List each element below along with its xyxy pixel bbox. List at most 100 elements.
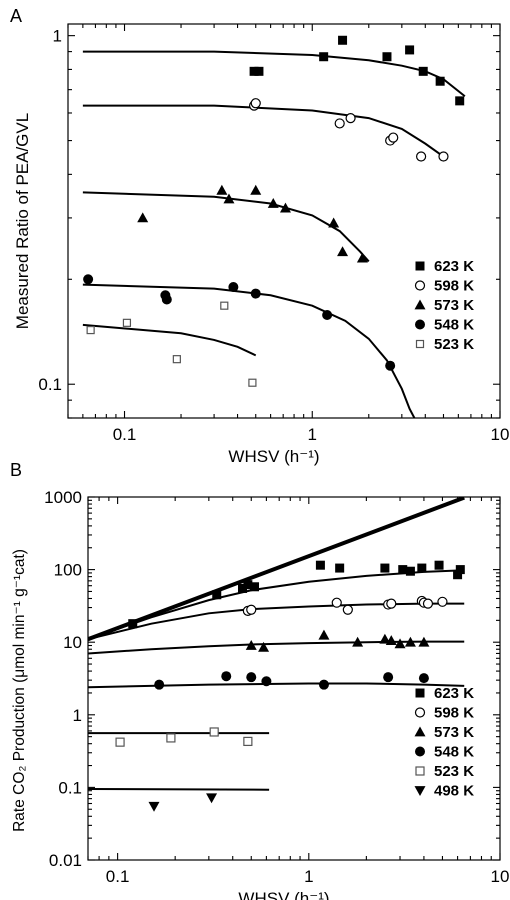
chart-b: 0.1 1 10 0.01 0.1 1 10 100 1000 WHSV (h⁻¹) Rate CO… — [11, 488, 509, 900]
x-axis-title: WHSV (h⁻¹) — [228, 447, 319, 466]
y-tick-label: 10 — [63, 633, 82, 652]
data-point-598k — [331, 597, 342, 608]
data-point-623k — [238, 583, 248, 593]
data-point-623k — [254, 66, 264, 76]
data-point-598k — [246, 604, 257, 615]
data-point-573k — [318, 629, 330, 640]
x-tick-label: 1 — [304, 867, 313, 886]
x-tick-label: 10 — [491, 425, 510, 444]
legend-marker — [415, 261, 425, 271]
data-point-623k — [319, 52, 329, 62]
data-point-523k — [115, 737, 125, 747]
data-point-523k — [86, 325, 95, 335]
plot-frame — [87, 496, 501, 861]
data-point-523k — [243, 736, 253, 747]
plot-area — [88, 497, 465, 812]
fit-curve-548k — [88, 682, 465, 689]
legend-label: 548 K — [434, 744, 474, 761]
fit-curve-548k — [82, 283, 416, 418]
legend-marker — [415, 688, 425, 698]
data-point-573k — [245, 640, 257, 650]
data-point-573k — [137, 212, 149, 223]
data-point-548k — [228, 282, 239, 293]
data-point-573k — [337, 246, 349, 257]
legend-label: 523 K — [434, 336, 474, 353]
data-point-573k — [385, 635, 397, 646]
data-point-573k — [267, 197, 279, 208]
y-tick-label: 100 — [54, 561, 82, 580]
data-point-548k — [246, 672, 257, 683]
data-point-623k — [398, 565, 408, 575]
data-point-548k — [322, 309, 333, 320]
data-point-623k — [243, 580, 253, 590]
data-point-598k — [342, 604, 353, 615]
data-point-523k — [248, 378, 257, 387]
data-point-598k — [416, 151, 427, 162]
data-point-623k — [382, 52, 392, 62]
legend-marker — [415, 766, 425, 776]
data-point-623k — [453, 570, 463, 580]
y-tick-label: 1 — [53, 27, 62, 46]
fit-curve-598k — [82, 104, 445, 158]
fit-curve-623k — [82, 50, 466, 98]
data-point-548k — [161, 294, 172, 305]
data-point-573k — [216, 184, 228, 195]
x-tick-label: 10 — [491, 867, 510, 886]
data-point-523k — [166, 733, 176, 743]
data-point-623k — [417, 563, 427, 573]
data-point-573k — [379, 633, 391, 644]
data-point-573k — [352, 636, 364, 647]
data-point-623k — [435, 76, 445, 86]
data-point-623k — [455, 565, 465, 575]
legend-marker — [415, 319, 425, 330]
data-point-623k — [249, 66, 259, 76]
data-point-548k — [250, 288, 261, 299]
data-point-598k — [386, 598, 397, 609]
y-axis-title: Measured Ratio of PEA/GVL — [13, 113, 32, 329]
legend-marker — [414, 786, 426, 796]
x-tick-label: 0.1 — [106, 867, 130, 886]
data-point-623k — [380, 563, 390, 573]
fit-curve-573k — [82, 191, 370, 263]
data-point-548k — [418, 673, 429, 684]
legend-label: 598 K — [434, 278, 474, 295]
data-point-523k — [220, 301, 229, 310]
data-point-623k — [250, 582, 260, 592]
fit-curve-598k — [88, 602, 465, 641]
legend-label: 623 K — [434, 685, 474, 702]
data-point-548k — [383, 672, 394, 683]
data-point-573k — [356, 252, 368, 263]
data-point-623k — [212, 590, 222, 600]
data-point-623k — [405, 45, 415, 55]
data-point-498k — [148, 801, 160, 812]
data-point-623k — [405, 566, 415, 576]
data-point-573k — [418, 636, 430, 647]
data-point-623k — [455, 96, 465, 106]
data-point-623k — [418, 66, 428, 76]
legend-marker — [414, 707, 426, 718]
y-tick-label: 0.01 — [49, 851, 82, 870]
data-point-623k — [315, 560, 325, 570]
data-point-573k — [328, 217, 340, 228]
data-point-548k — [221, 671, 232, 682]
data-point-623k — [338, 35, 348, 45]
data-point-573k — [223, 193, 235, 204]
chart-a: 0.1 1 10 0.1 1 WHSV (h⁻¹) Measured Ratio of PE… — [13, 23, 510, 466]
data-point-598k — [345, 113, 356, 124]
y-tick-label: 1000 — [44, 488, 82, 507]
legend-label: 573 K — [434, 297, 474, 314]
data-point-598k — [250, 98, 261, 109]
data-point-598k — [422, 598, 434, 609]
legend-label: 598 K — [434, 705, 474, 722]
data-point-548k — [154, 679, 165, 690]
data-point-573k — [258, 641, 270, 652]
data-point-573k — [250, 184, 262, 195]
data-point-598k — [334, 118, 345, 129]
data-point-523k — [209, 727, 219, 737]
fit-curve-498k — [88, 788, 270, 791]
y-axis-title: Rate CO₂ Production (μmol min⁻¹ g⁻¹cat) — [11, 549, 28, 832]
diagonal-limit-line — [88, 497, 465, 642]
legend: 623 K 598 K 573 K 548 K 523 K — [414, 258, 474, 353]
data-point-548k — [261, 676, 272, 687]
